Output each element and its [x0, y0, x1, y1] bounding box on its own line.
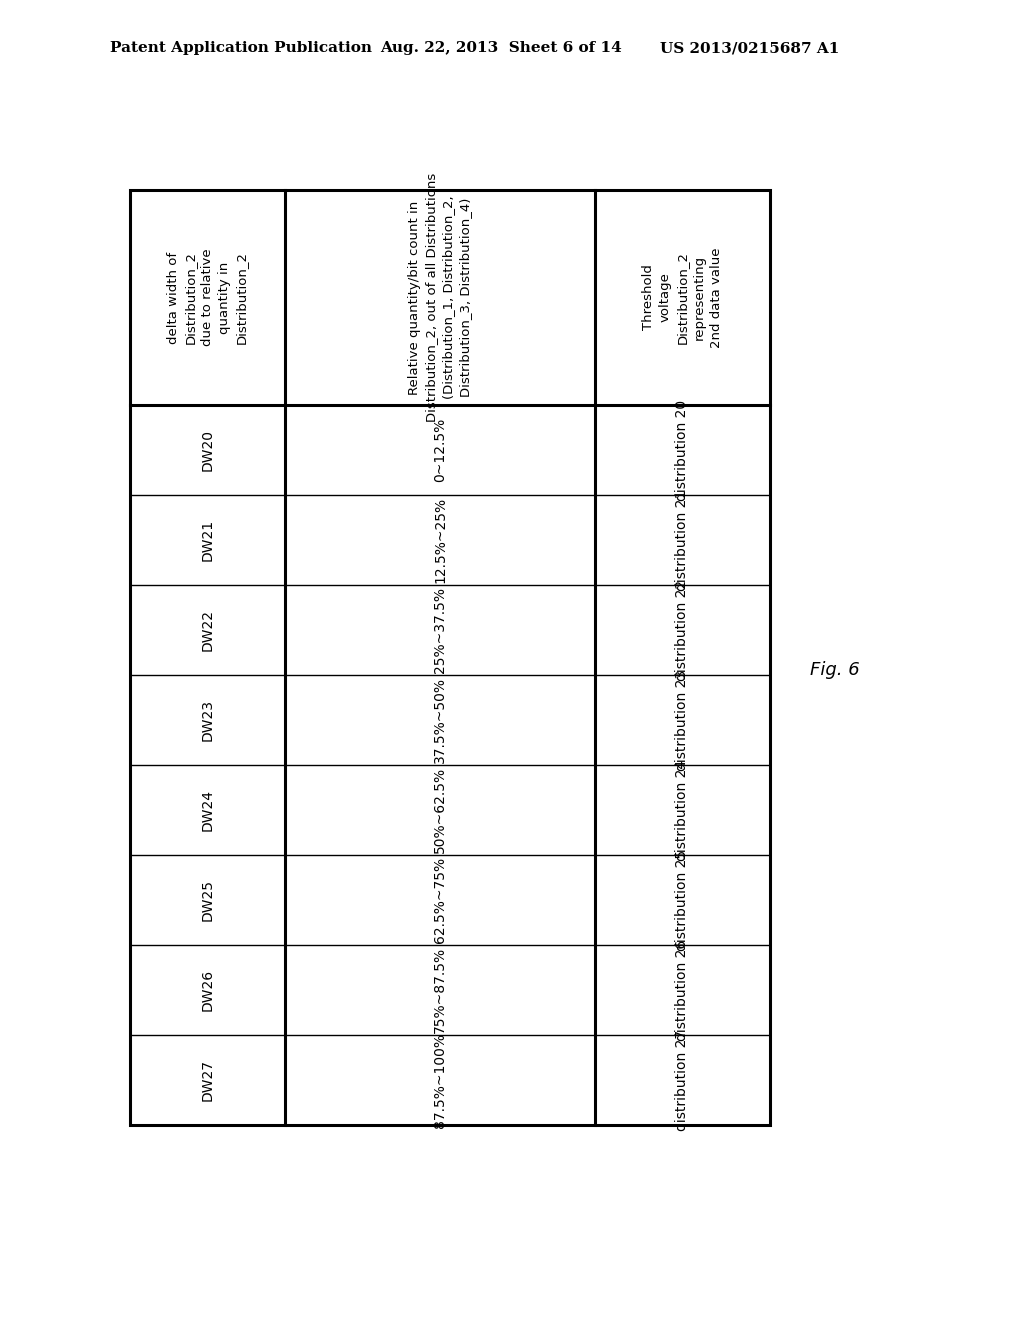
Text: distribution 22: distribution 22: [676, 579, 689, 681]
Text: 0~12.5%: 0~12.5%: [433, 418, 447, 482]
Text: 25%~37.5%: 25%~37.5%: [433, 587, 447, 673]
Text: DW25: DW25: [201, 879, 214, 921]
Text: DW27: DW27: [201, 1059, 214, 1101]
Text: 75%~87.5%: 75%~87.5%: [433, 946, 447, 1034]
Text: Relative quantity/bit count in
Distribution_2, out of all Distributions
(Distrib: Relative quantity/bit count in Distribut…: [408, 173, 472, 422]
Text: DW23: DW23: [201, 700, 214, 741]
Text: DW26: DW26: [201, 969, 214, 1011]
Text: Fig. 6: Fig. 6: [810, 661, 860, 678]
Text: distribution 25: distribution 25: [676, 850, 689, 950]
Text: distribution 26: distribution 26: [676, 940, 689, 1040]
Text: 87.5%~100%: 87.5%~100%: [433, 1032, 447, 1127]
Text: distribution 23: distribution 23: [676, 669, 689, 771]
Text: Threshold
voltage
Distribution_2
representing
2nd data value: Threshold voltage Distribution_2 represe…: [642, 247, 723, 347]
Text: 50%~62.5%: 50%~62.5%: [433, 767, 447, 853]
Text: DW22: DW22: [201, 609, 214, 651]
Text: 62.5%~75%: 62.5%~75%: [433, 857, 447, 942]
Text: DW24: DW24: [201, 789, 214, 832]
Text: distribution 21: distribution 21: [676, 490, 689, 590]
Text: DW20: DW20: [201, 429, 214, 471]
Text: DW21: DW21: [201, 519, 214, 561]
Text: US 2013/0215687 A1: US 2013/0215687 A1: [660, 41, 840, 55]
Text: Aug. 22, 2013  Sheet 6 of 14: Aug. 22, 2013 Sheet 6 of 14: [380, 41, 622, 55]
Text: delta width of
Distribution_2
due to relative
quantity in
Distribution_2: delta width of Distribution_2 due to rel…: [167, 248, 248, 346]
Text: 12.5%~25%: 12.5%~25%: [433, 496, 447, 583]
Text: 37.5%~50%: 37.5%~50%: [433, 677, 447, 763]
Text: distribution 24: distribution 24: [676, 759, 689, 861]
Bar: [130, 190, 770, 1125]
Text: Patent Application Publication: Patent Application Publication: [110, 41, 372, 55]
Text: distribution 27: distribution 27: [676, 1030, 689, 1130]
Text: distribution 20: distribution 20: [676, 400, 689, 500]
